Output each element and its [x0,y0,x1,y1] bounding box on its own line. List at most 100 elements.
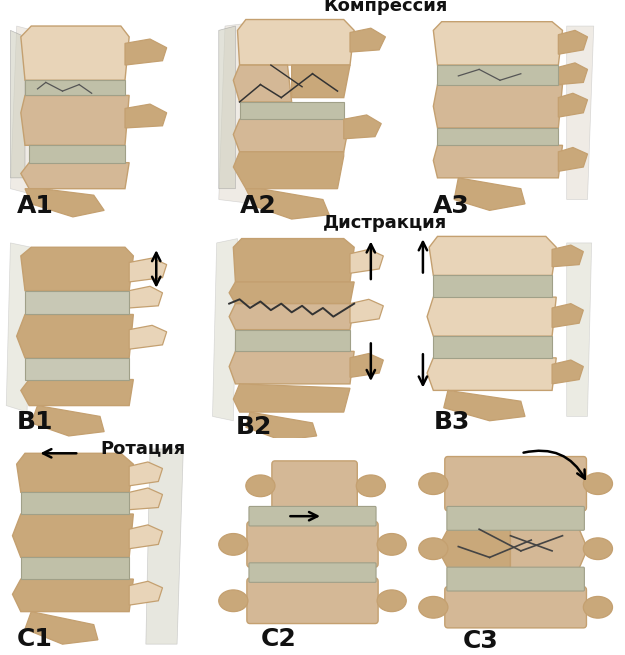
Ellipse shape [419,538,448,559]
Ellipse shape [377,590,406,612]
Ellipse shape [219,590,248,612]
Text: Компрессия: Компрессия [323,0,448,15]
Polygon shape [21,162,129,189]
Polygon shape [233,119,350,152]
Polygon shape [31,405,104,436]
Polygon shape [238,20,354,65]
Polygon shape [552,360,583,384]
Polygon shape [233,238,354,282]
Polygon shape [552,304,583,328]
Polygon shape [21,557,129,579]
FancyBboxPatch shape [272,461,358,511]
Polygon shape [129,258,167,282]
Text: Ротация: Ротация [100,440,185,457]
Polygon shape [11,26,58,200]
Polygon shape [350,299,383,323]
Polygon shape [350,250,383,273]
Polygon shape [12,579,133,612]
Polygon shape [558,93,588,117]
Polygon shape [25,189,104,217]
Polygon shape [213,238,238,421]
Polygon shape [129,581,162,605]
Polygon shape [129,326,167,349]
Polygon shape [219,22,261,204]
Polygon shape [438,128,558,145]
Polygon shape [17,314,133,358]
Ellipse shape [219,534,248,555]
Polygon shape [25,81,125,96]
FancyBboxPatch shape [247,578,378,624]
Ellipse shape [583,473,612,495]
Polygon shape [125,104,167,128]
Polygon shape [454,178,525,210]
Polygon shape [433,336,552,358]
Ellipse shape [377,534,406,555]
Polygon shape [429,236,556,276]
Polygon shape [229,282,354,304]
Polygon shape [236,329,350,351]
Polygon shape [25,358,129,379]
Polygon shape [433,22,562,65]
Polygon shape [344,115,381,139]
Ellipse shape [583,538,612,559]
Polygon shape [25,612,98,644]
Polygon shape [125,39,167,65]
Polygon shape [558,63,588,84]
Ellipse shape [419,597,448,618]
FancyBboxPatch shape [445,587,586,628]
Polygon shape [433,276,552,297]
Text: А2: А2 [239,193,276,217]
Ellipse shape [583,597,612,618]
Polygon shape [239,102,344,119]
Text: С1: С1 [17,627,53,651]
Polygon shape [567,26,594,200]
Polygon shape [427,358,556,390]
Polygon shape [129,462,162,486]
Polygon shape [129,286,162,308]
Ellipse shape [419,473,448,495]
FancyBboxPatch shape [447,567,584,591]
Polygon shape [427,297,556,336]
Polygon shape [350,28,386,52]
Text: В1: В1 [17,411,53,434]
Polygon shape [12,514,133,557]
FancyBboxPatch shape [445,457,586,511]
Polygon shape [21,26,129,81]
Polygon shape [438,65,558,84]
Text: А3: А3 [433,193,470,217]
Polygon shape [21,96,129,145]
Polygon shape [233,65,292,102]
Polygon shape [246,189,329,219]
Ellipse shape [356,475,386,496]
Text: С2: С2 [261,627,296,651]
Text: В2: В2 [236,415,272,439]
Polygon shape [444,390,525,421]
FancyBboxPatch shape [249,563,376,582]
Text: С3: С3 [462,629,498,654]
Polygon shape [233,384,350,412]
Polygon shape [6,243,31,412]
Polygon shape [246,412,317,440]
Polygon shape [292,65,350,98]
Polygon shape [433,145,562,178]
Polygon shape [229,304,354,329]
Polygon shape [146,449,183,644]
Polygon shape [229,351,354,384]
FancyBboxPatch shape [447,506,584,531]
FancyBboxPatch shape [249,506,376,526]
Polygon shape [25,291,129,314]
Polygon shape [17,453,133,493]
FancyBboxPatch shape [247,521,378,567]
Polygon shape [29,145,125,162]
Text: А1: А1 [17,193,54,217]
Polygon shape [21,379,133,405]
Polygon shape [558,30,588,54]
Polygon shape [438,529,511,569]
Polygon shape [511,529,588,569]
Polygon shape [21,247,133,291]
Polygon shape [129,525,162,549]
Polygon shape [567,243,592,417]
Polygon shape [433,84,562,128]
Polygon shape [219,26,236,189]
Text: В3: В3 [433,411,470,434]
